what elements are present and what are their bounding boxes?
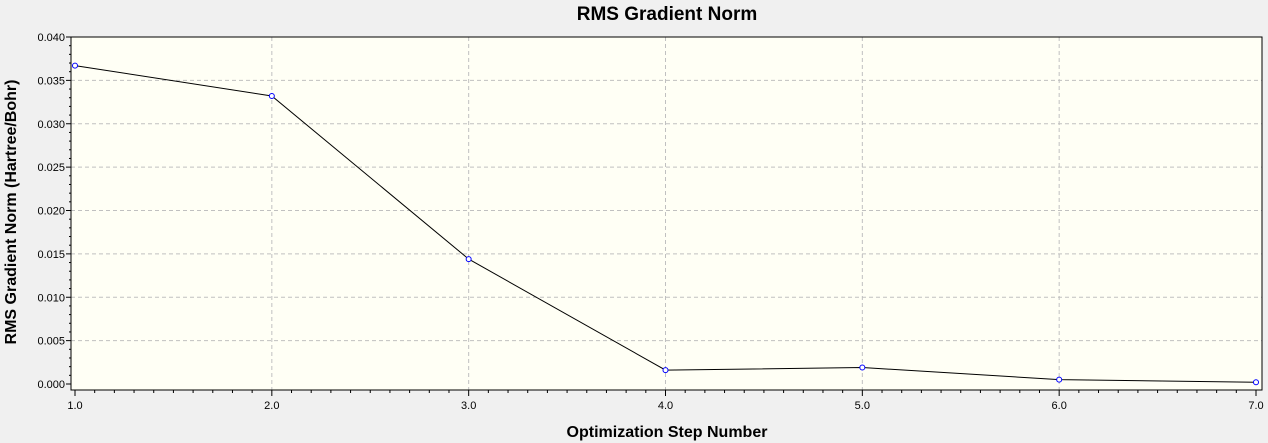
x-tick-label: 4.0 [658,400,673,412]
x-tick-label: 3.0 [461,400,476,412]
plot-frame [70,36,1263,391]
x-tick-label: 5.0 [855,400,870,412]
y-tick-label: 0.010 [37,292,65,304]
y-tick-label: 0.030 [37,119,65,131]
x-axis-label: Optimization Step Number [567,424,768,441]
data-point [268,92,275,99]
data-point [465,256,472,263]
y-tick-label: 0.025 [37,162,65,174]
series-layer [72,62,1259,386]
data-point [72,62,78,69]
chart-title: RMS Gradient Norm [577,4,758,25]
data-point [859,364,866,371]
x-tick-label: 2.0 [264,400,279,412]
data-point [1056,376,1063,383]
y-tick-label: 0.005 [37,336,65,348]
x-axis: 1.0 2.0 3.0 4.0 5.0 6.0 7.0 [67,390,1264,412]
y-axis-label: RMS Gradient Norm (Hartree/Bohr) [3,80,20,345]
x-tick-label: 6.0 [1052,400,1067,412]
data-point [662,367,669,374]
x-tick-label: 7.0 [1248,400,1263,412]
grid [71,37,1262,390]
y-tick-label: 0.015 [37,249,65,261]
data-point [1253,379,1259,386]
y-tick-label: 0.040 [37,32,65,44]
y-tick-label: 0.020 [37,206,65,218]
plot-area [71,37,1262,390]
y-tick-label: 0.000 [37,379,65,391]
y-tick-label: 0.035 [37,75,65,87]
y-axis: 0.000 0.005 0.010 0.015 0.020 0.025 0.030 0.035… [37,32,71,391]
x-tick-label: 1.0 [67,400,82,412]
